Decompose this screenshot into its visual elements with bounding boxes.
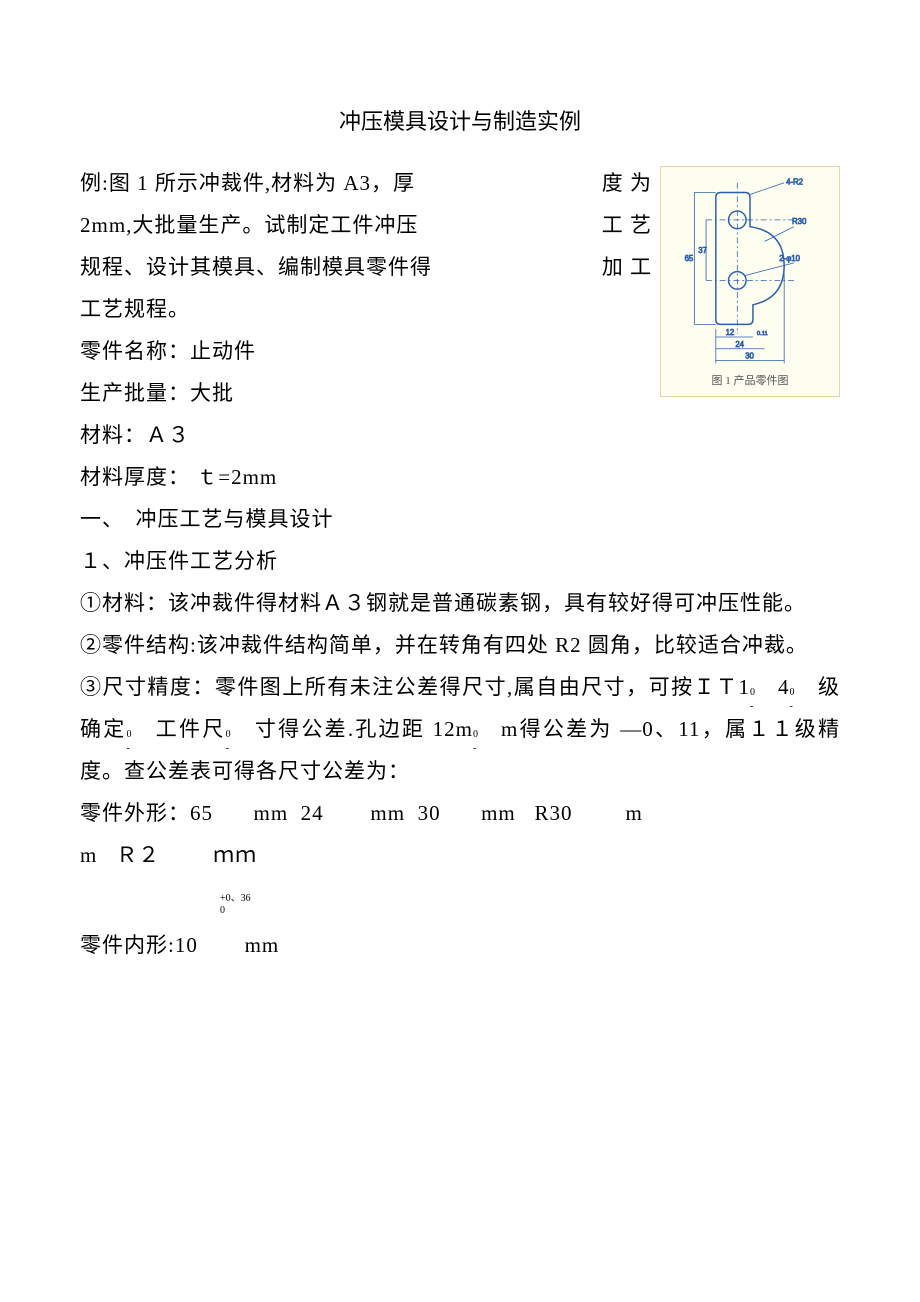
section-1-p3: ③尺寸精度：零件图上所有未注公差得尺寸,属自由尺寸，可按ＩＴ10-40-级确定0… xyxy=(80,666,840,792)
intro-1a: 例:图 1 所示冲裁件,材料为 A3，厚 xyxy=(80,171,415,195)
p3-grade: 4 xyxy=(778,675,790,699)
inner-label: 零件内形: xyxy=(80,933,175,957)
dim-4r2: 4-R2 xyxy=(786,178,803,187)
dim-r30: R30 xyxy=(792,217,807,226)
part-name-label: 零件名称： xyxy=(80,339,190,363)
inner-tol-upper: +0、36 xyxy=(220,894,251,904)
p3-s4: m得公差为 xyxy=(501,717,613,741)
p3-dash-5: - xyxy=(473,744,477,754)
dim-12: 12 xyxy=(726,328,735,337)
p3-zero-3: 0 xyxy=(127,730,133,740)
outer-24: 24 xyxy=(301,792,324,834)
outer-r2: Ｒ２ xyxy=(116,834,160,876)
batch-value: 大批 xyxy=(190,381,234,405)
intro-2b: 工 艺 xyxy=(602,204,652,246)
dim-2phi10: 2-φ10 xyxy=(779,254,800,263)
outer-label: 零件外形： xyxy=(80,801,190,825)
p3-dash-4: - xyxy=(226,744,230,754)
product-drawing-figure: 65 37 4-R2 R30 2-φ10 12 0.11 24 xyxy=(660,166,840,397)
p3a: ③尺寸精度：零件图上所有未注公差得尺寸,属自由尺寸，可按ＩＴ1 xyxy=(80,675,750,699)
p3-zero-1: 0 xyxy=(750,688,756,698)
inner-tol-block: +0、36 0 xyxy=(80,894,840,924)
outer-dims-row: 零件外形：65 mm 24 mm 30 mm R30 m xyxy=(80,792,840,834)
dim-65: 65 xyxy=(685,254,694,263)
outer-30: 30 xyxy=(418,792,441,834)
outer-65-unit: mm xyxy=(254,801,289,825)
outer-30-unit: mm xyxy=(481,801,516,825)
inner-10: 10 xyxy=(175,924,198,966)
page-title: 冲压模具设计与制造实例 xyxy=(80,100,840,144)
outer-r30-unit: m xyxy=(626,801,643,825)
inner-10-unit: mm xyxy=(245,933,280,957)
section-1-heading: 一、 冲压工艺与模具设计 xyxy=(80,498,840,540)
thickness-label: 材料厚度： xyxy=(80,465,190,489)
thickness-row: 材料厚度： ｔ=2mm xyxy=(80,456,840,498)
dim-24: 24 xyxy=(735,340,744,349)
p3-zero-2: 0 xyxy=(790,688,796,698)
part-name-value: 止动件 xyxy=(190,339,256,363)
intro-3b: 加 工 xyxy=(602,246,652,288)
p3-zero-5: 0 xyxy=(473,730,479,740)
outer-tail-m: m xyxy=(80,843,97,867)
section-1-p2: ②零件结构:该冲裁件结构简单，并在转角有四处 R2 圆角，比较适合冲裁。 xyxy=(80,624,840,666)
thickness-value: ｔ=2mm xyxy=(190,465,277,489)
inner-dims-row: 零件内形:10 mm xyxy=(80,924,840,966)
outer-dims-row-2: m Ｒ２ ｍｍ xyxy=(80,834,840,876)
dim-37: 37 xyxy=(698,246,707,255)
document-page: 冲压模具设计与制造实例 65 xyxy=(0,0,920,1046)
p3-dash-2: - xyxy=(790,702,794,712)
intro-1b: 度 为 xyxy=(602,162,652,204)
material-label: 材料： xyxy=(80,423,146,447)
material-row: 材料：Ａ３ xyxy=(80,414,840,456)
inner-tol-lower: 0 xyxy=(220,906,251,916)
outer-r2-unit: ｍｍ xyxy=(213,843,257,867)
p3-dash-1: - xyxy=(750,702,754,712)
p3-dash-3: - xyxy=(127,744,131,754)
batch-label: 生产批量： xyxy=(80,381,190,405)
outer-65: 65 xyxy=(190,792,213,834)
product-drawing-svg: 65 37 4-R2 R30 2-φ10 12 0.11 24 xyxy=(667,173,833,368)
intro-3a: 规程、设计其模具、编制模具零件得 xyxy=(80,255,432,279)
p3-s2: 工件尺 xyxy=(155,717,226,741)
outer-r30: R30 xyxy=(535,792,573,834)
p3-s3: 寸得公差.孔边距 12m xyxy=(254,717,473,741)
intro-2a: 2mm,大批量生产。试制定工件冲压 xyxy=(80,213,418,237)
p3-zero-4: 0 xyxy=(226,730,232,740)
dim-30: 30 xyxy=(745,352,754,361)
figure-caption: 图 1 产品零件图 xyxy=(667,370,833,392)
section-1-sub1: １、冲压件工艺分析 xyxy=(80,540,840,582)
outer-24-unit: mm xyxy=(370,801,405,825)
dim-011: 0.11 xyxy=(757,331,768,337)
material-value: Ａ３ xyxy=(146,423,190,447)
section-1-p1: ①材料：该冲裁件得材料Ａ３钢就是普通碳素钢，具有较好得可冲压性能。 xyxy=(80,582,840,624)
